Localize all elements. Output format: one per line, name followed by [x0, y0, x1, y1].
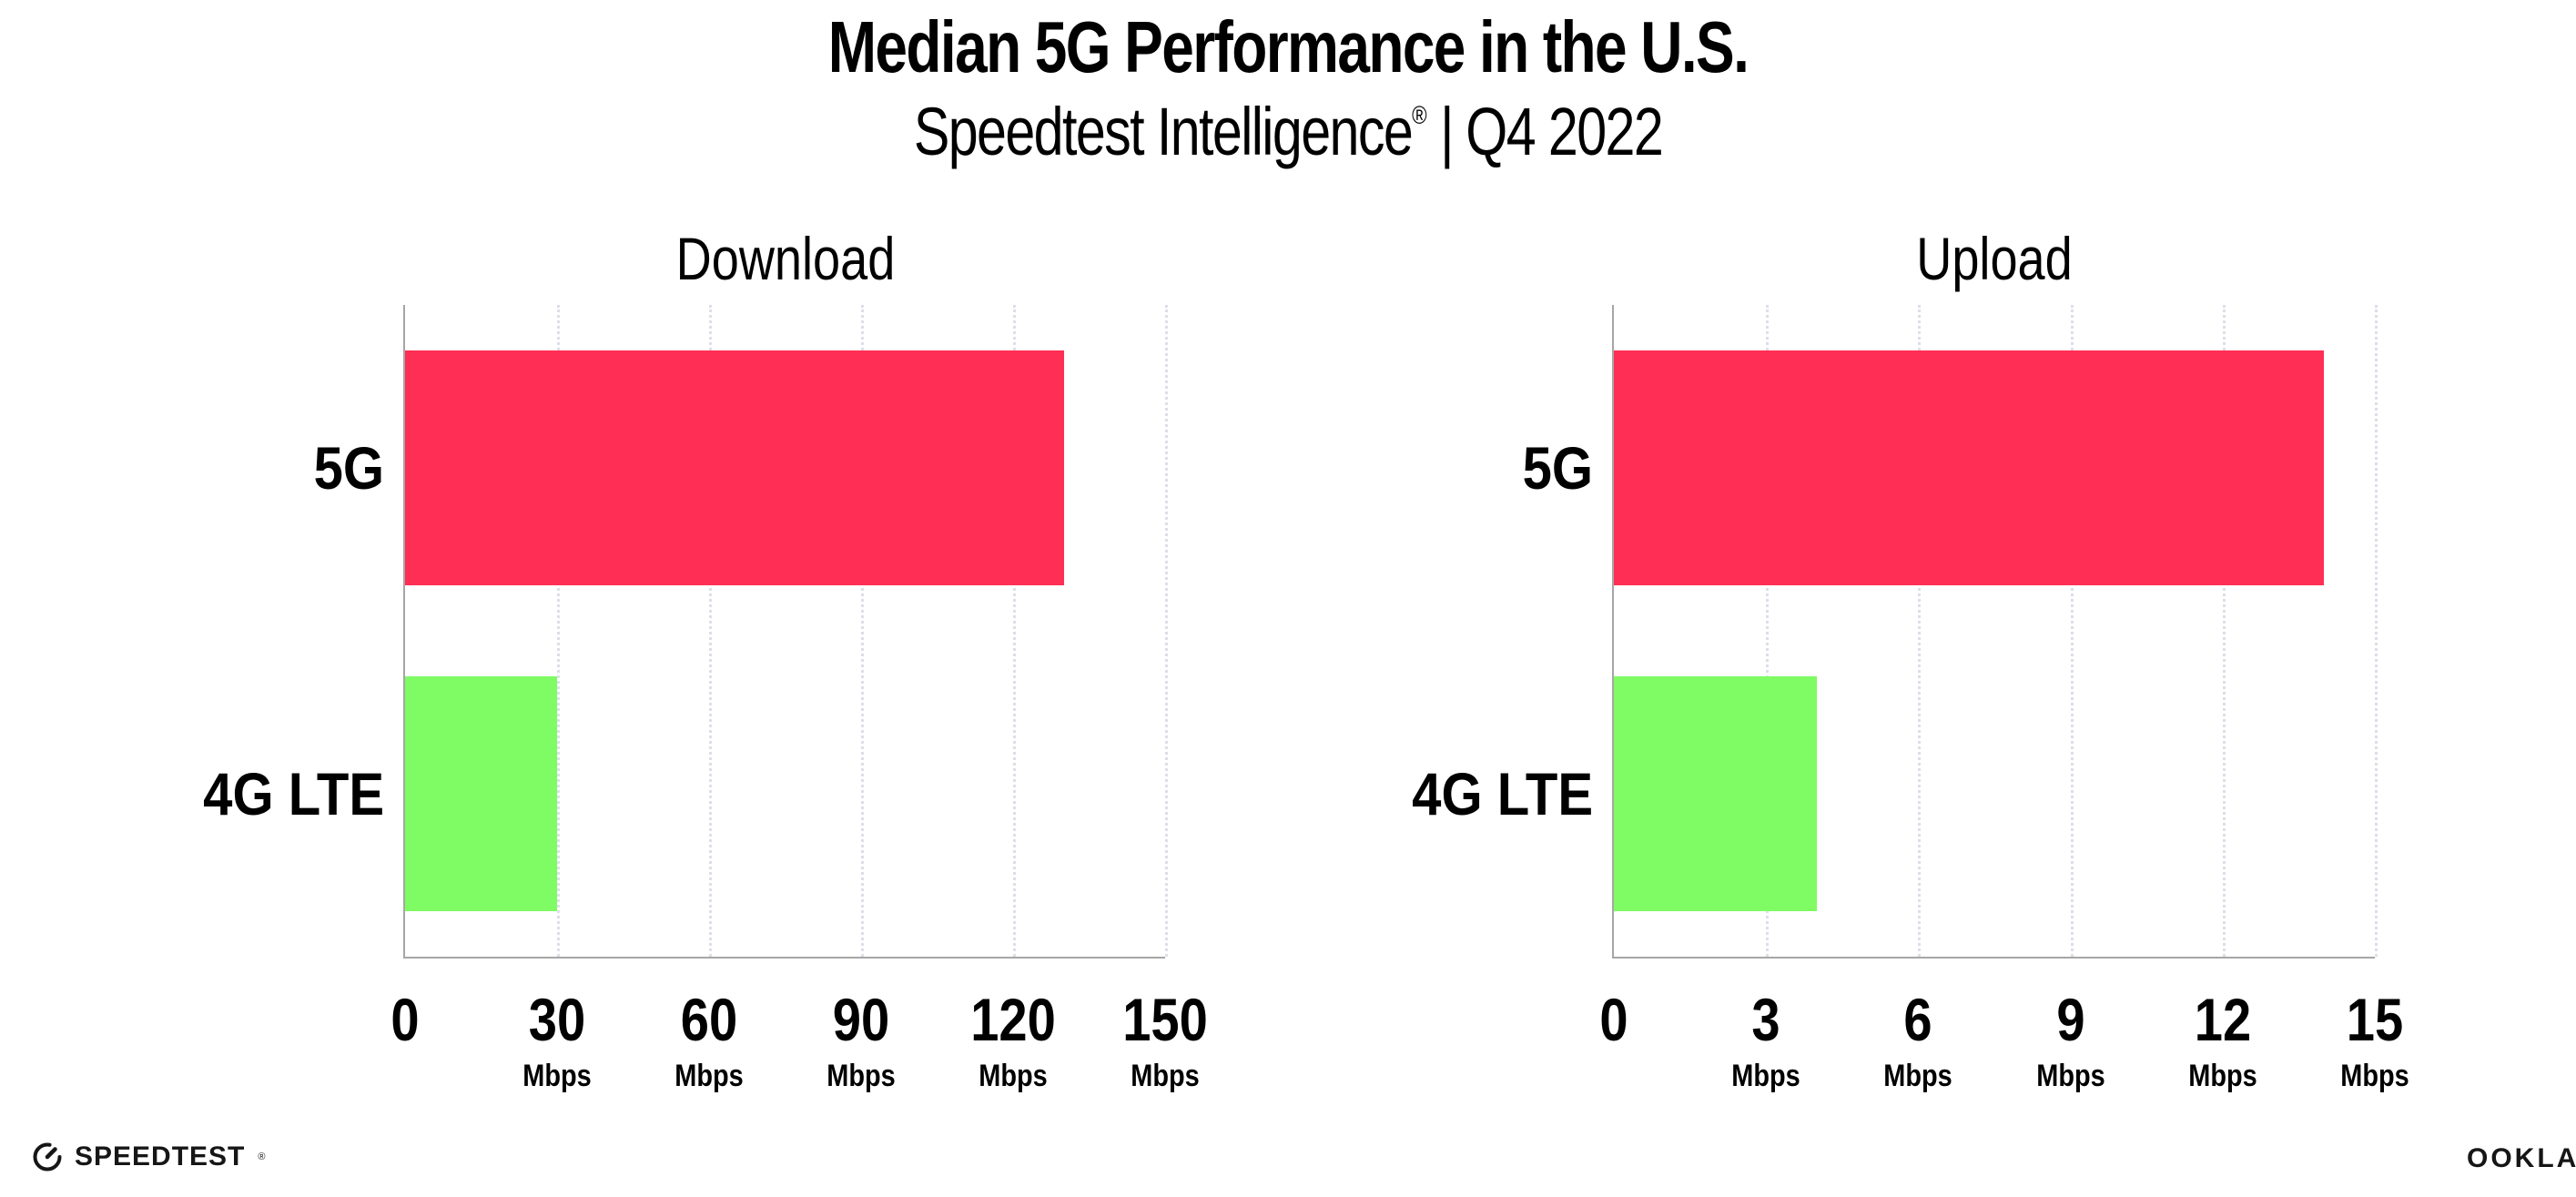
x-tick: 3 Mbps — [1731, 989, 1800, 1091]
x-tick-value: 30 — [528, 986, 586, 1053]
x-tick-unit: Mbps — [2188, 1059, 2257, 1093]
x-tick: 12 Mbps — [2188, 989, 2257, 1091]
speedtest-logo: SPEEDTEST ® — [31, 1141, 265, 1173]
gridline — [557, 305, 560, 957]
chart-title: Upload — [1916, 225, 2073, 292]
x-tick: 60 Mbps — [674, 989, 743, 1091]
subtitle-brand: Speedtest Intelligence — [913, 94, 1414, 169]
x-tick-unit: Mbps — [827, 1059, 896, 1093]
x-tick-value: 6 — [1903, 986, 1932, 1053]
x-tick: 0 — [390, 989, 419, 1050]
x-tick: 30 Mbps — [522, 989, 591, 1091]
x-tick-value: 12 — [2194, 986, 2251, 1053]
gridline — [1918, 305, 1922, 957]
gridline — [1766, 305, 1770, 957]
x-tick-unit: Mbps — [979, 1059, 1048, 1093]
x-tick-unit: Mbps — [522, 1059, 592, 1093]
speedtest-wordmark: SPEEDTEST — [75, 1141, 246, 1172]
x-tick-value: 0 — [1599, 986, 1628, 1053]
x-tick-value: 90 — [832, 986, 890, 1053]
chart-title: Download — [675, 225, 895, 292]
category-label-4g-lte: 4G LTE — [202, 760, 384, 827]
x-tick-unit: Mbps — [1883, 1059, 1953, 1093]
category-label-5g: 5G — [1522, 434, 1593, 502]
x-tick-unit: Mbps — [1131, 1059, 1200, 1093]
x-tick: 90 Mbps — [827, 989, 895, 1091]
x-tick-unit: Mbps — [2035, 1059, 2105, 1093]
x-tick: 6 Mbps — [1884, 989, 1952, 1091]
ookla-logo: OOKLA® — [2467, 1145, 2576, 1172]
plot-area: Download 0 30 Mbps 60 Mbps 90 Mbps 120 Mbps 150 Mb… — [203, 228, 1208, 1091]
x-tick-unit: Mbps — [1731, 1059, 1800, 1093]
category-label-4g-lte: 4G LTE — [1411, 760, 1593, 827]
x-tick-value: 0 — [390, 986, 420, 1053]
bar-5g — [1614, 350, 2325, 585]
x-tick: 0 — [1599, 989, 1628, 1050]
x-tick: 9 Mbps — [2036, 989, 2104, 1091]
page-subtitle: Speedtest Intelligence® | Q4 2022 — [258, 98, 2318, 166]
page-title: Median 5G Performance in the U.S. — [827, 6, 1749, 87]
x-tick-value: 60 — [680, 986, 738, 1053]
x-tick-unit: Mbps — [2340, 1059, 2409, 1093]
gauge-icon — [33, 1142, 62, 1172]
bar-4g-lte — [405, 676, 557, 911]
gridline — [709, 305, 712, 957]
category-label-5g: 5G — [313, 434, 384, 502]
x-tick-value: 3 — [1751, 986, 1780, 1053]
gridline — [2222, 305, 2226, 957]
x-tick-unit: Mbps — [674, 1059, 744, 1093]
x-tick-value: 120 — [970, 986, 1056, 1053]
x-tick-value: 150 — [1122, 986, 1208, 1053]
subtitle-period: Q4 2022 — [1465, 94, 1664, 169]
gridline — [1013, 305, 1016, 957]
gridline — [1165, 305, 1168, 957]
x-tick: 150 Mbps — [1122, 989, 1208, 1091]
x-tick: 15 Mbps — [2340, 989, 2409, 1091]
registered-trademark-icon: ® — [258, 1151, 266, 1162]
x-tick: 120 Mbps — [970, 989, 1056, 1091]
subtitle-separator: | — [1440, 94, 1454, 169]
registered-trademark-icon: ® — [1412, 101, 1427, 129]
bar-5g — [405, 350, 1064, 585]
gridline — [2375, 305, 2378, 957]
x-tick-value: 9 — [2055, 986, 2085, 1053]
ookla-wordmark: OOKLA — [2467, 1143, 2576, 1173]
gridline — [2070, 305, 2074, 957]
bar-4g-lte — [1614, 676, 1817, 911]
plot-area: Upload 0 3 Mbps 6 Mbps 9 Mbps 12 Mbps 15 Mbps 5G 4G … — [1412, 228, 2409, 1091]
x-tick-value: 15 — [2346, 986, 2404, 1053]
gridline — [861, 305, 864, 957]
